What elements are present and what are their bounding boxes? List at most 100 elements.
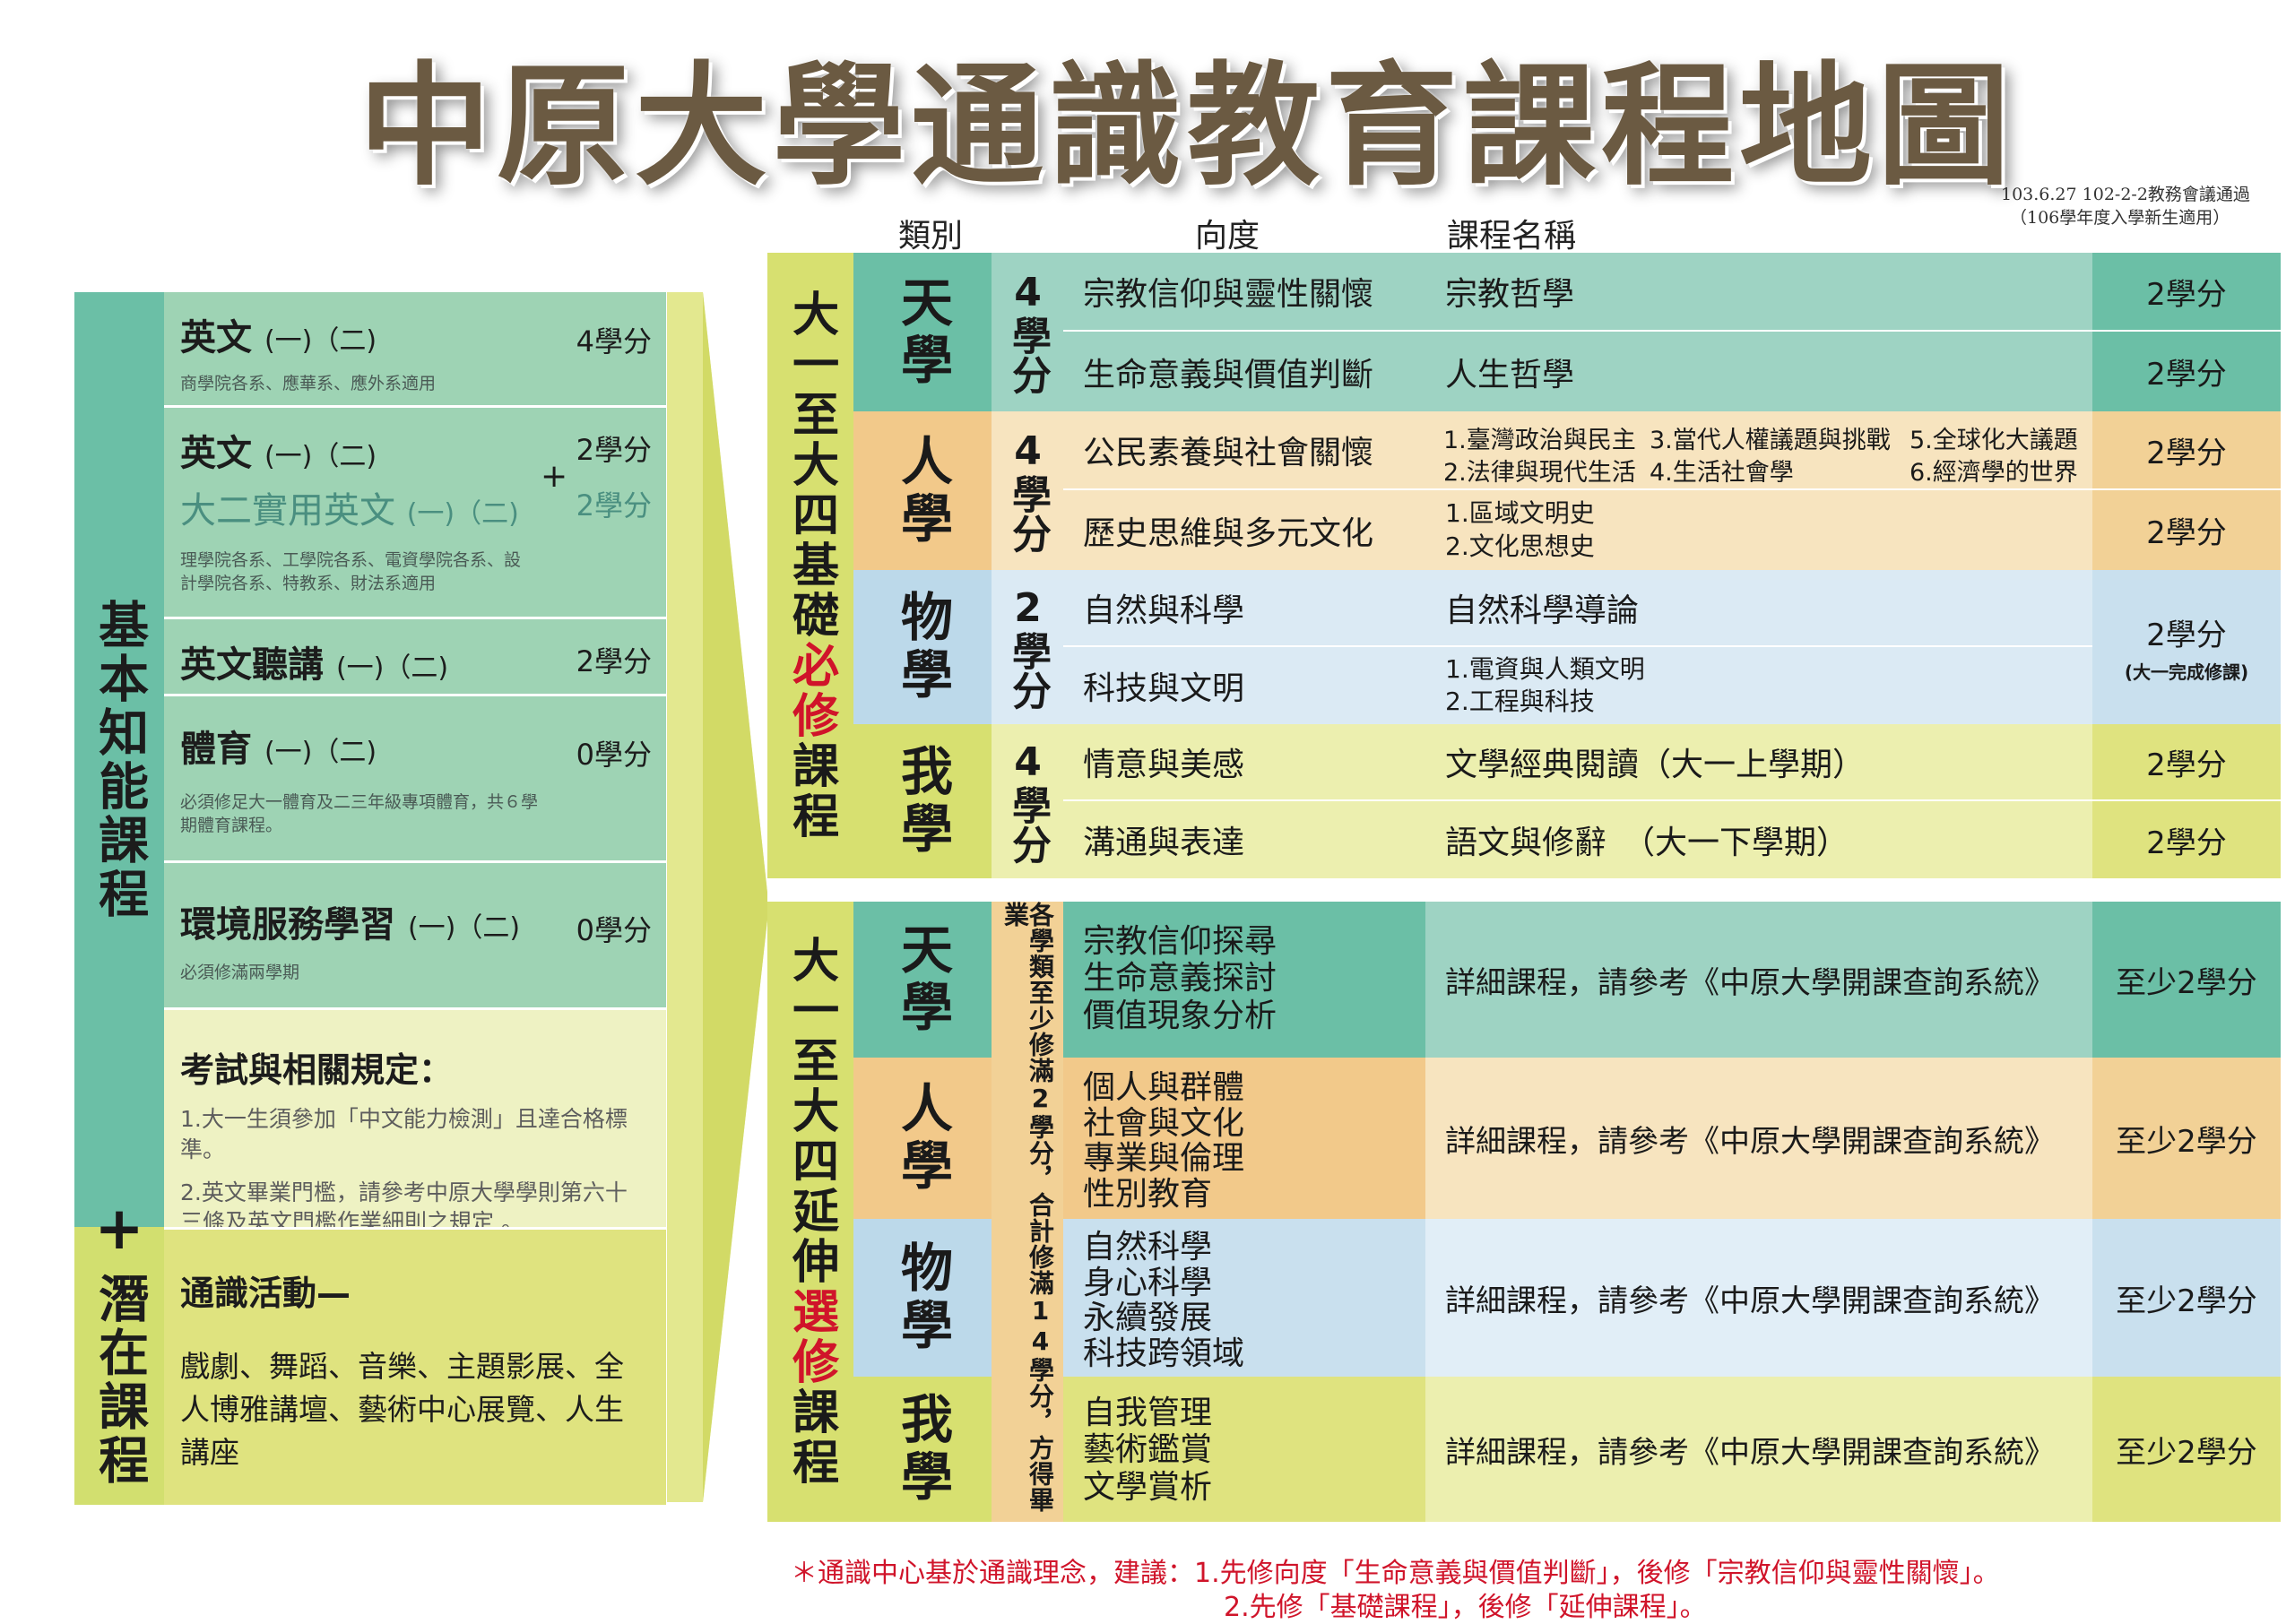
practical-english-credit: 2學分	[576, 488, 652, 523]
dimension-cell: 公民素養與社會關懷	[1063, 411, 1425, 490]
activity-body: 戲劇、舞蹈、音樂、主題影展、全人博雅講壇、藝術中心展覽、人生講座	[180, 1349, 624, 1470]
arrow-shape	[667, 292, 767, 1502]
elective-point-cell: 至少2學分	[2092, 1058, 2281, 1219]
elective-credit-note: 各學類至少修滿2學分，合計修滿14學分，方得畢業	[1000, 902, 1055, 1513]
required-credits-human: 4學分	[992, 411, 1063, 570]
elective-course-cell: 詳細課程，請參考《中原大學開課查詢系統》	[1425, 902, 2092, 1058]
basic-skills-label: 基本知能課程	[90, 598, 149, 921]
elective-point-cell: 至少2學分	[2092, 902, 2281, 1058]
elective-point-cell: 至少2學分	[2092, 1377, 2281, 1522]
course-item: 2.法律與現代生活	[1443, 459, 1636, 487]
footer-note-1: ＊通識中心基於通識理念，建議：1.先修向度「生命意義與價值判斷」，後修「宗教信仰…	[791, 1558, 2000, 1589]
service-block: 環境服務學習 (一)（二) 0學分 必須修滿兩學期	[164, 860, 666, 1007]
course-item: 5.全球化大議題	[1910, 427, 2078, 454]
header-dimension: 向度	[1195, 218, 1260, 255]
elective-side-label: 大一至大四延伸 選修 課程	[767, 902, 853, 1522]
course-cell-tech: 1.電資與人類文明 2.工程與科技	[1425, 647, 2092, 724]
dimension-item: 藝術鑑賞	[1083, 1431, 1213, 1469]
english-title: 英文	[180, 317, 252, 358]
dimension-cell: 自然與科學	[1063, 570, 1425, 647]
pe-block: 體育 (一)（二) 0學分 必須修足大一體育及二三年級專項體育，共６學期體育課程…	[164, 694, 666, 860]
english-note: 理學院各系、工學院各系、電資學院各系、設計學院各系、特教系、財法系適用	[180, 550, 522, 593]
elective-dims-heaven: 宗教信仰探尋 生命意義探討 價值現象分析	[1063, 902, 1425, 1058]
required-credits-self: 4學分	[992, 724, 1063, 878]
course-item: 2.文化思想史	[1445, 531, 1595, 561]
course-item: 1.臺灣政治與民主	[1443, 427, 1636, 454]
elective-side-pre: 大一至大四延伸	[784, 936, 838, 1287]
basic-skills-bar	[74, 292, 164, 1227]
english-block-2: 英文 (一)（二) 2學分 + 大二實用英文 (一)（二) 2學分 理學院各系、…	[164, 405, 666, 617]
required-side-post: 課程	[784, 741, 838, 842]
course-item: 6.經濟學的世界	[1910, 459, 2078, 487]
elective-dims-human: 個人與群體 社會與文化 專業與倫理 性別教育	[1063, 1058, 1425, 1219]
elective-category-heaven: 天學	[853, 902, 992, 1058]
course-item: 2.工程與科技	[1445, 687, 1595, 716]
latent-bar	[74, 1227, 164, 1505]
dimension-item: 宗教信仰探尋	[1083, 923, 1277, 960]
plus-icon: +	[94, 1194, 144, 1263]
footer-note-2: 2.先修「基礎課程」，後修「延伸課程」。	[1224, 1592, 1707, 1623]
plus-sign: +	[541, 458, 568, 495]
credit-point-cell: 2學分	[2092, 490, 2281, 570]
dimension-cell: 生命意義與價值判斷	[1063, 332, 1425, 411]
required-side-label: 大一至大四基礎 必修 課程	[767, 253, 853, 878]
dimension-cell: 歷史思維與多元文化	[1063, 490, 1425, 570]
elective-category-self: 我學	[853, 1377, 992, 1522]
english-title: 英文	[180, 433, 252, 474]
required-category-physical: 物學	[853, 570, 992, 724]
english-note: 商學院各系、應華系、應外系適用	[180, 374, 437, 393]
english-credit: 2學分	[576, 433, 652, 467]
credit-point-cell: 2學分	[2092, 332, 2281, 411]
exam-title: 考試與相關規定：	[180, 1050, 454, 1090]
course-cell: 自然科學導論	[1425, 570, 2092, 647]
service-sub: (一)（二)	[407, 912, 521, 944]
dimension-item: 社會與文化	[1083, 1104, 1245, 1142]
elective-course-cell: 詳細課程，請參考《中原大學開課查詢系統》	[1425, 1219, 2092, 1377]
activity-block: 通識活動— 戲劇、舞蹈、音樂、主題影展、全人博雅講壇、藝術中心展覽、人生講座	[164, 1227, 666, 1505]
dimension-item: 性別教育	[1083, 1175, 1213, 1213]
required-category-human: 人學	[853, 411, 992, 570]
course-item: 4.生活社會學	[1650, 459, 1794, 487]
exam-item-1: 1.大一生須參加「中文能力檢測」且達合格標準。	[180, 1106, 628, 1162]
listening-title: 英文聽講	[180, 644, 324, 686]
elective-course-cell: 詳細課程，請參考《中原大學開課查詢系統》	[1425, 1377, 2092, 1522]
english-credit: 4學分	[576, 324, 652, 358]
dimension-item: 自我管理	[1083, 1395, 1213, 1431]
dimension-cell: 溝通與表達	[1063, 801, 1425, 878]
elective-side-red: 選修	[784, 1287, 838, 1387]
dimension-item: 文學賞析	[1083, 1468, 1213, 1506]
header-course: 課程名稱	[1447, 218, 1577, 255]
english-sub: (一)（二)	[264, 441, 377, 472]
page-title: 中原大學通識教育課程地圖	[359, 48, 2015, 203]
elective-course-cell: 詳細課程，請參考《中原大學開課查詢系統》	[1425, 1058, 2092, 1219]
elective-dims-self: 自我管理 藝術鑑賞 文學賞析	[1063, 1377, 1425, 1522]
dimension-item: 個人與群體	[1083, 1069, 1245, 1106]
applicability-note: （106學年度入學新生適用）	[2010, 208, 2230, 228]
elective-side-bar	[767, 902, 853, 1522]
required-category-self: 我學	[853, 724, 992, 878]
credit-point-note: (大一完成修課)	[2124, 661, 2249, 683]
listening-block: 英文聽講 (一)（二) 2學分	[164, 617, 666, 694]
course-cell: 文學經典閱讀（大一上學期）	[1425, 724, 2092, 801]
latent-label: 潛在課程	[90, 1273, 149, 1488]
credit-point-cell: 2學分	[2092, 801, 2281, 878]
credit-point: 2學分	[2146, 618, 2227, 653]
required-side-bar	[767, 253, 853, 878]
course-cell-history: 1.區域文明史 2.文化思想史	[1425, 490, 2092, 570]
pe-title: 體育	[180, 729, 252, 770]
service-credit: 0學分	[576, 913, 652, 947]
dimension-item: 自然科學	[1083, 1229, 1213, 1266]
dimension-cell: 情意與美感	[1063, 724, 1425, 801]
required-credits-heaven: 4學分	[992, 253, 1063, 411]
required-credits-physical: 2學分	[992, 570, 1063, 724]
course-cell-civic: 1.臺灣政治與民主 3.當代人權議題與挑戰 5.全球化大議題 2.法律與現代生活…	[1425, 411, 2092, 490]
required-category-heaven: 天學	[853, 253, 992, 411]
exam-block: 考試與相關規定： 1.大一生須參加「中文能力檢測」且達合格標準。 2.英文畢業門…	[164, 1007, 666, 1235]
dimension-cell: 科技與文明	[1063, 647, 1425, 724]
elective-point-cell: 至少2學分	[2092, 1219, 2281, 1377]
listening-sub: (一)（二)	[335, 652, 449, 684]
service-title: 環境服務學習	[180, 904, 395, 946]
english-block-1: 英文 (一)（二) 4學分 商學院各系、應華系、應外系適用	[164, 292, 666, 405]
course-item: 1.區域文明史	[1445, 498, 1595, 529]
dimension-item: 科技跨領域	[1083, 1335, 1245, 1372]
